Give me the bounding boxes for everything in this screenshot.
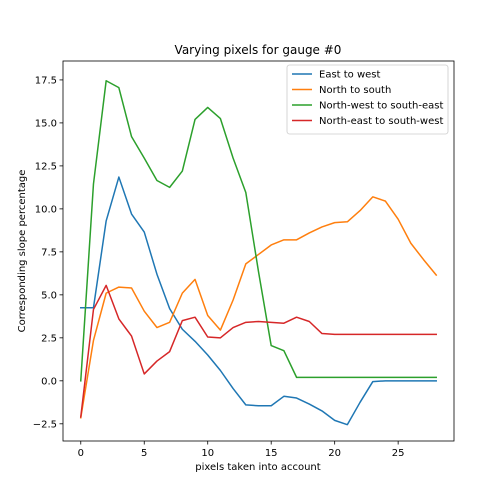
y-tick-label: 17.5 <box>35 75 57 86</box>
y-tick-label: 2.5 <box>41 333 57 344</box>
legend-entry-label: East to west <box>319 70 381 81</box>
series-line-1 <box>80 176 437 426</box>
legend: East to west North to south North-west to … <box>286 64 449 135</box>
y-tick-label: 10.0 <box>35 204 57 215</box>
x-axis: 0 5 10 15 20 25 <box>78 441 405 459</box>
legend-entry-label: North-west to south-east <box>319 101 443 112</box>
x-tick-label: 15 <box>265 448 278 459</box>
y-tick-label: 7.5 <box>41 247 57 258</box>
y-tick-label: 15.0 <box>35 118 57 129</box>
series-line-4 <box>79 284 437 418</box>
y-axis: −2.5 0.0 2.5 5.0 7.5 10.0 12.5 15.0 17.5 <box>33 75 63 430</box>
y-tick-label: 12.5 <box>35 161 57 172</box>
chart-title: Varying pixels for gauge #0 <box>175 43 342 57</box>
y-axis-label: Corresponding slope percentage <box>17 170 28 333</box>
x-tick-label: 10 <box>201 448 214 459</box>
legend-entry-label: North to south <box>319 85 391 96</box>
legend-box <box>286 64 449 135</box>
x-tick-label: 20 <box>328 448 341 459</box>
y-tick-label: 5.0 <box>41 290 57 301</box>
x-tick-label: 25 <box>392 448 405 459</box>
series-line-2 <box>79 196 438 419</box>
series-line-3 <box>79 80 437 382</box>
series-layer <box>79 80 438 426</box>
legend-entry-label: North-east to south-west <box>319 116 443 127</box>
x-tick-label: 5 <box>141 448 147 459</box>
x-axis-label: pixels taken into account <box>195 462 320 473</box>
plot-frame <box>62 60 455 442</box>
y-tick-label: 0.0 <box>41 376 57 387</box>
x-tick-label: 0 <box>78 448 84 459</box>
y-tick-label: −2.5 <box>33 419 57 430</box>
